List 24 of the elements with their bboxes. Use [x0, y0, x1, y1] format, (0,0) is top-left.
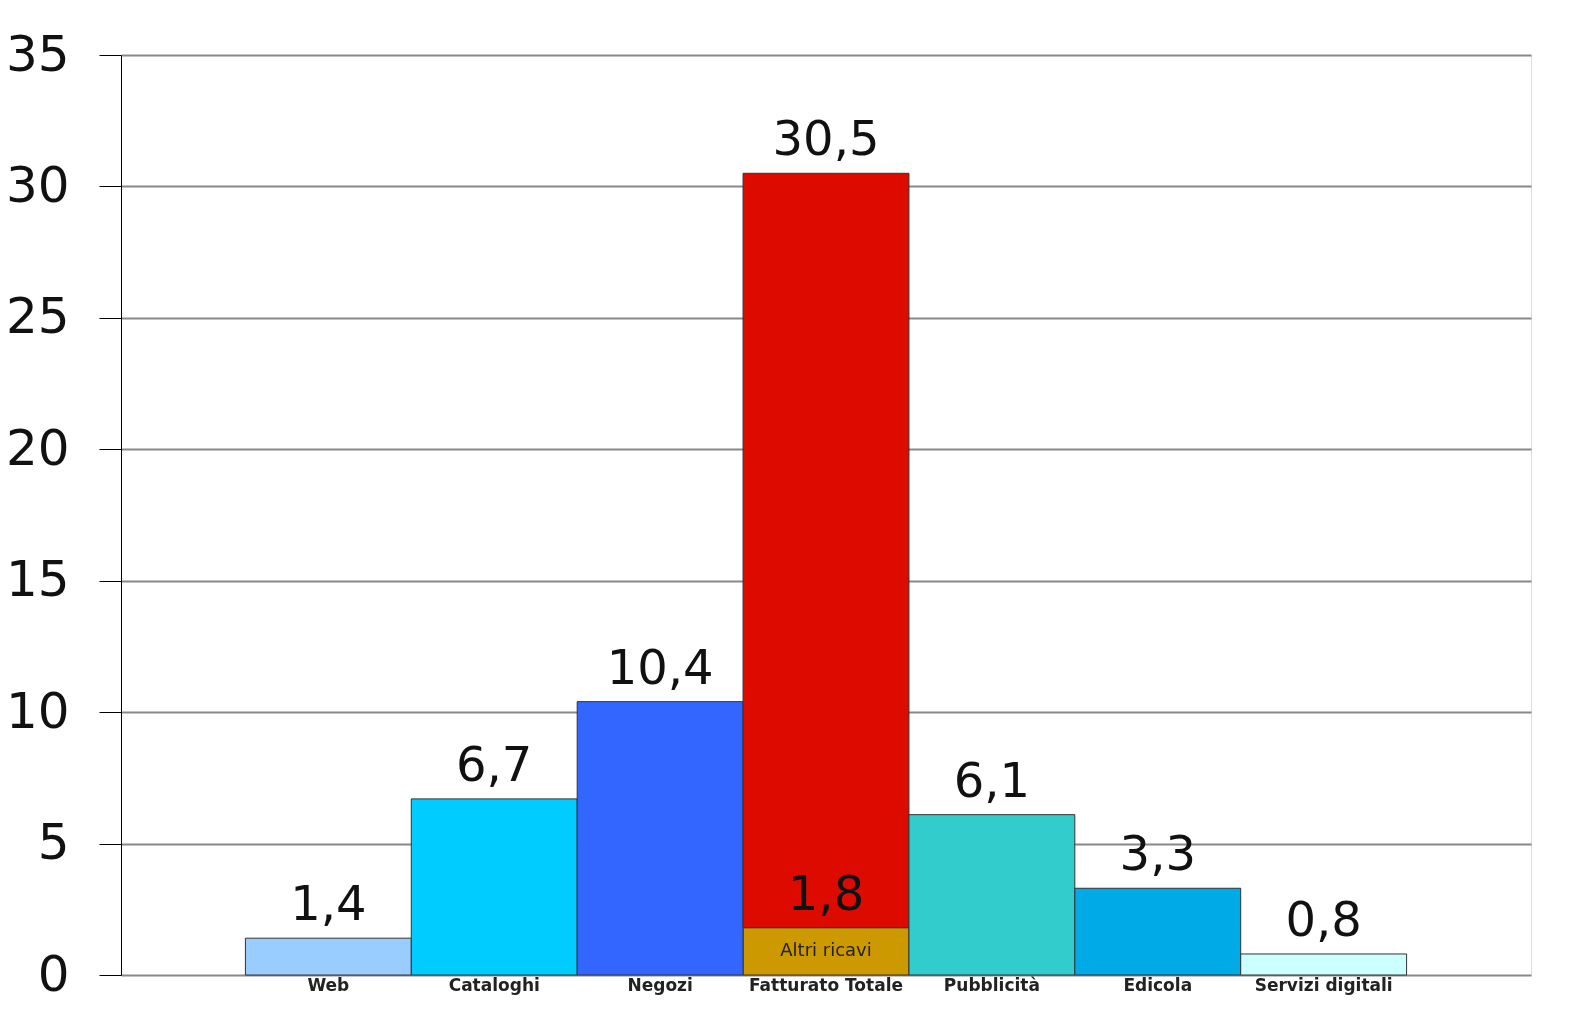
data-label: 6,1	[953, 751, 1031, 808]
data-label: 0,8	[1285, 890, 1362, 947]
x-tick-label: Fatturato Totale	[749, 974, 903, 995]
series-label: Altri ricavi	[780, 939, 872, 961]
data-label: 1,4	[290, 875, 367, 932]
total-label: 30,5	[772, 110, 880, 167]
data-label: 3,3	[1119, 825, 1196, 882]
y-tick-label: 10	[5, 681, 70, 740]
x-tick-label: Cataloghi	[448, 974, 540, 995]
x-tick-label: Servizi digitali	[1254, 974, 1393, 995]
y-tick-label: 15	[5, 550, 70, 609]
x-tick-label: Edicola	[1123, 974, 1193, 995]
y-tick-label: 30	[5, 155, 70, 214]
x-tick-label: Web	[307, 974, 350, 995]
data-label: 10,4	[606, 638, 714, 695]
x-tick-label: Pubblicità	[943, 974, 1040, 995]
y-tick-label: 35	[5, 24, 70, 83]
x-tick-label: Negozi	[627, 974, 693, 995]
y-tick-label: 20	[5, 418, 70, 477]
y-tick-label: 0	[37, 944, 70, 1003]
y-tick-label: 25	[5, 287, 70, 346]
data-label: 6,7	[456, 735, 533, 792]
y-tick-label: 5	[37, 813, 70, 872]
data-label: 1,8	[787, 864, 865, 921]
